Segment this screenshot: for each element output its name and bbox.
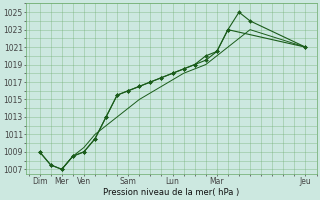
X-axis label: Pression niveau de la mer( hPa ): Pression niveau de la mer( hPa ): [103, 188, 240, 197]
